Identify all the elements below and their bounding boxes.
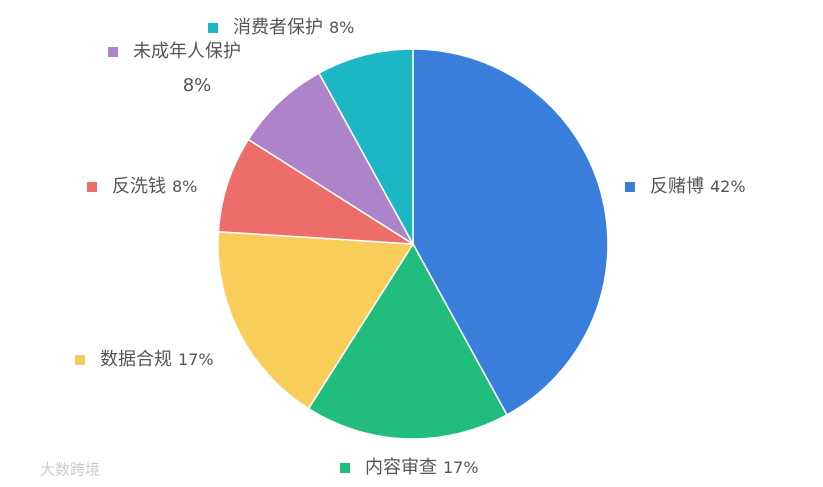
legend-marker [340, 463, 350, 473]
slice-name: 反赌博 [650, 176, 704, 197]
pie-slice [307, 242, 508, 440]
slice-name: 内容审查 [365, 457, 437, 478]
slice-name: 反洗钱 [112, 176, 166, 197]
watermark: 大数跨境 [40, 461, 100, 479]
slice-value: 8% [183, 75, 212, 96]
legend-marker [108, 47, 118, 57]
pie-slice [318, 48, 414, 245]
slice-label: 反赌博 42% [650, 176, 746, 197]
slice-name: 未成年人保护 [133, 41, 241, 62]
legend-marker [208, 23, 218, 33]
slice-label: 消费者保护 8% [233, 17, 354, 38]
legend-marker [625, 182, 635, 192]
slice-value: 17% [443, 458, 479, 477]
slice-label: 未成年人保护 [133, 41, 241, 62]
slice-label: 数据合规 17% [100, 349, 214, 370]
slice-name: 数据合规 [100, 349, 172, 370]
legend-marker [87, 182, 97, 192]
slice-value: 17% [178, 350, 214, 369]
pie-slice [217, 138, 414, 245]
pie-slice [412, 48, 609, 416]
slice-label: 内容审查 17% [365, 457, 479, 478]
pie-slice [217, 230, 415, 410]
slice-value: 8% [329, 18, 354, 37]
pie-slice [247, 72, 414, 245]
legend-marker [75, 355, 85, 365]
slice-label: 反洗钱 8% [112, 176, 197, 197]
slice-name: 消费者保护 [233, 17, 323, 38]
slice-value: 8% [172, 177, 197, 196]
slice-value: 42% [710, 177, 746, 196]
